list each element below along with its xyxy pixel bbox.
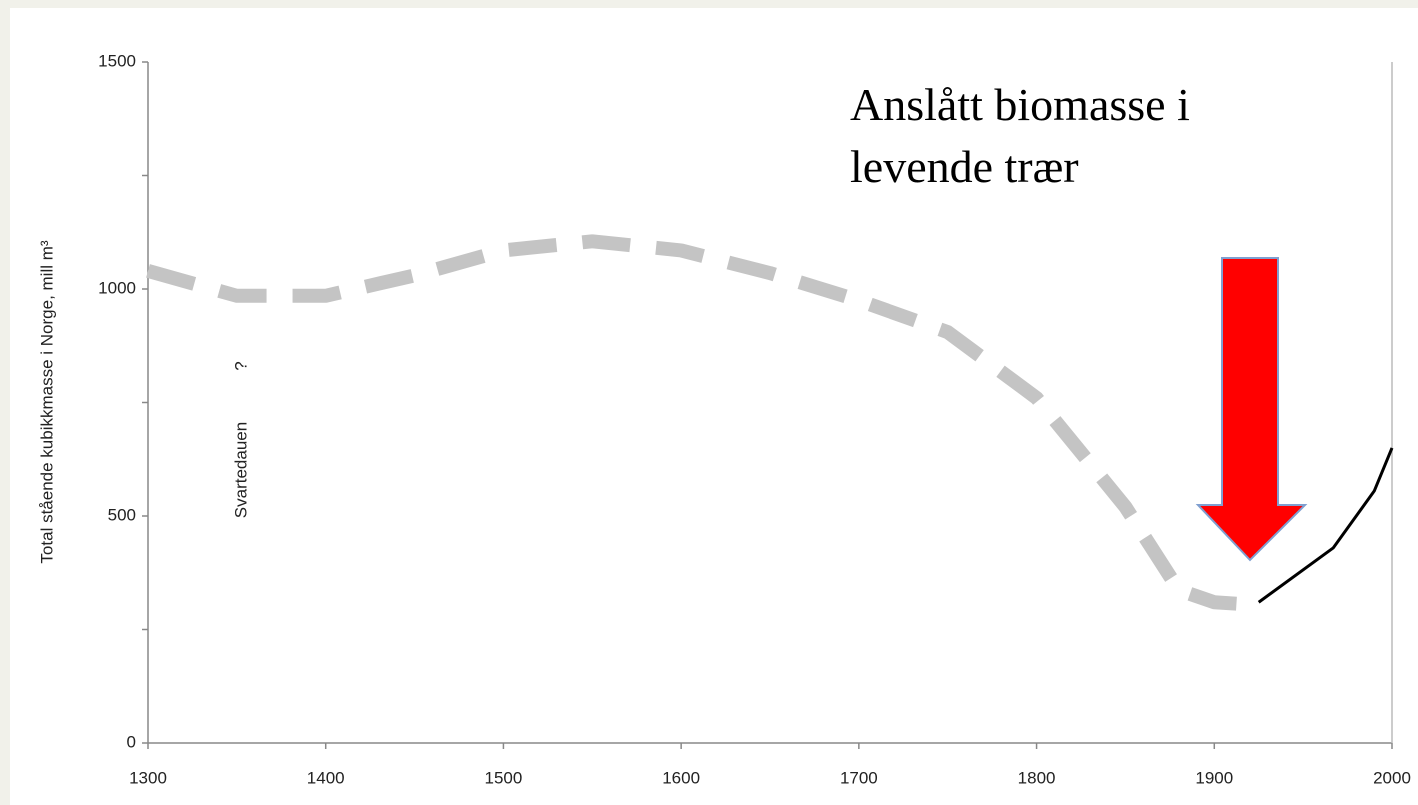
- note: ?: [231, 361, 250, 370]
- annotation: levende trær: [850, 141, 1079, 192]
- y-tick-label: 1500: [98, 51, 136, 70]
- arrow: [1195, 257, 1308, 562]
- x-tick-label: 1800: [1018, 768, 1056, 787]
- series-line: [146, 234, 1251, 612]
- y-tick-label: 1000: [98, 278, 136, 297]
- x-tick-label: 1900: [1195, 768, 1233, 787]
- y-axis-label: Total stående kubikkmasse i Norge, mill …: [37, 240, 56, 563]
- annotation: Anslått biomasse i: [850, 79, 1190, 130]
- x-tick-label: 1500: [485, 768, 523, 787]
- x-tick-label: 1600: [662, 768, 700, 787]
- note: Svartedauen: [231, 422, 250, 518]
- y-tick-label: 500: [108, 505, 136, 524]
- y-tick-label: 0: [127, 732, 136, 751]
- chart-background: [10, 8, 1418, 805]
- x-tick-label: 1300: [129, 768, 167, 787]
- series-line: [1257, 447, 1394, 604]
- x-tick-label: 1700: [840, 768, 878, 787]
- x-tick-label: 1400: [307, 768, 345, 787]
- x-tick-label: 2000: [1373, 768, 1411, 787]
